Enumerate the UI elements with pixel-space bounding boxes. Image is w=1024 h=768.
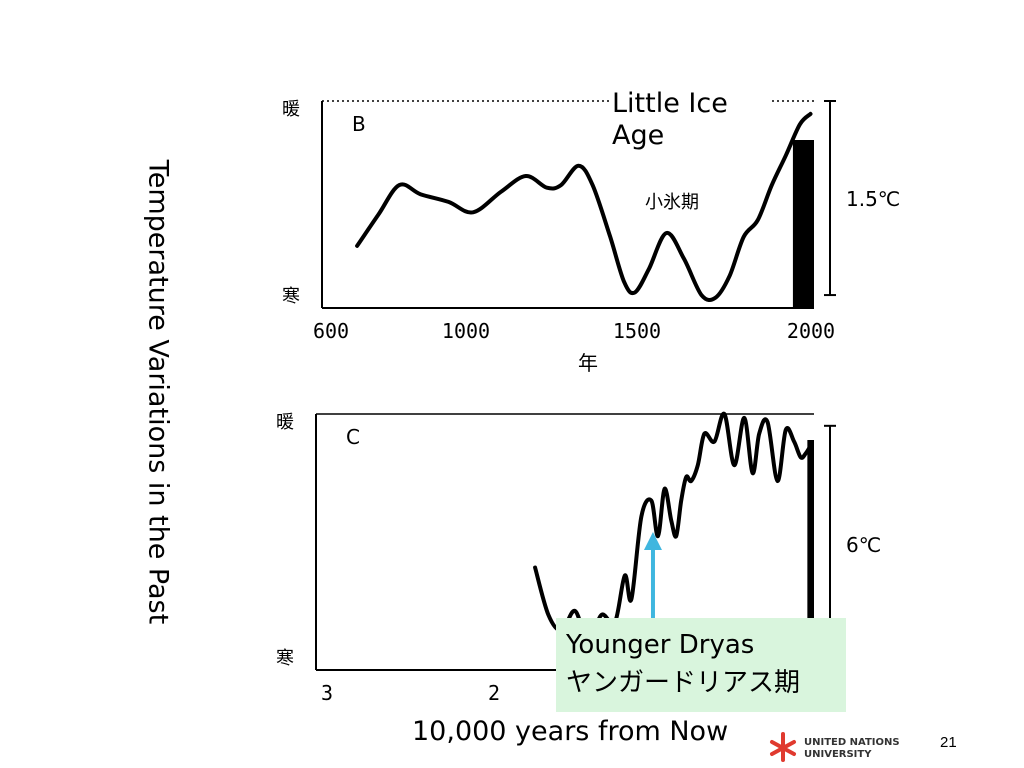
recent-warming-band: [792, 140, 814, 308]
cold-label: 寒: [282, 286, 300, 307]
x-tick-label: 2: [488, 681, 500, 705]
cold-label: 寒: [276, 648, 294, 669]
younger-dryas-line2: ヤンガードリアス期: [566, 668, 801, 698]
logo-line1: UNITED NATIONS: [804, 737, 900, 748]
little-ice-age-line1: Little Ice: [612, 88, 728, 119]
x-axis-label: 年: [578, 351, 598, 375]
warm-label: 暖: [276, 412, 294, 433]
younger-dryas-callout: Younger Dryas ヤンガードリアス期: [556, 618, 846, 712]
x-tick-label: 2000: [787, 319, 835, 343]
scale-label: 6℃: [846, 533, 881, 557]
bottom-caption: 10,000 years from Now: [412, 716, 729, 747]
page-number: 21: [940, 734, 957, 751]
little-ice-age-callout: Little Ice Age: [612, 88, 772, 152]
warm-label: 暖: [282, 99, 300, 120]
series-line: [533, 411, 813, 645]
un-university-icon: [770, 732, 796, 762]
x-tick-label: 3: [321, 681, 333, 705]
little-ice-age-label: 小氷期: [645, 192, 699, 213]
logo-line2: UNIVERSITY: [804, 749, 872, 760]
younger-dryas-line1: Younger Dryas: [566, 630, 755, 660]
x-tick-label: 1500: [613, 319, 661, 343]
panel-label: B: [352, 112, 366, 136]
x-tick-label: 600: [313, 319, 349, 343]
arrow-head: [643, 532, 662, 550]
un-university-logo: UNITED NATIONS UNIVERSITY: [768, 728, 908, 766]
little-ice-age-line2: Age: [612, 120, 665, 151]
scale-label: 1.5℃: [846, 187, 900, 211]
recent-warming-band: [807, 440, 814, 670]
panel-label: C: [346, 425, 360, 449]
series-line: [355, 111, 813, 302]
x-tick-label: 1000: [442, 319, 490, 343]
chart-panel-b: 暖寒 B 小氷期 600 1000 1500 2000 年 1.5℃: [282, 99, 900, 375]
younger-dryas-arrow: [643, 532, 662, 620]
